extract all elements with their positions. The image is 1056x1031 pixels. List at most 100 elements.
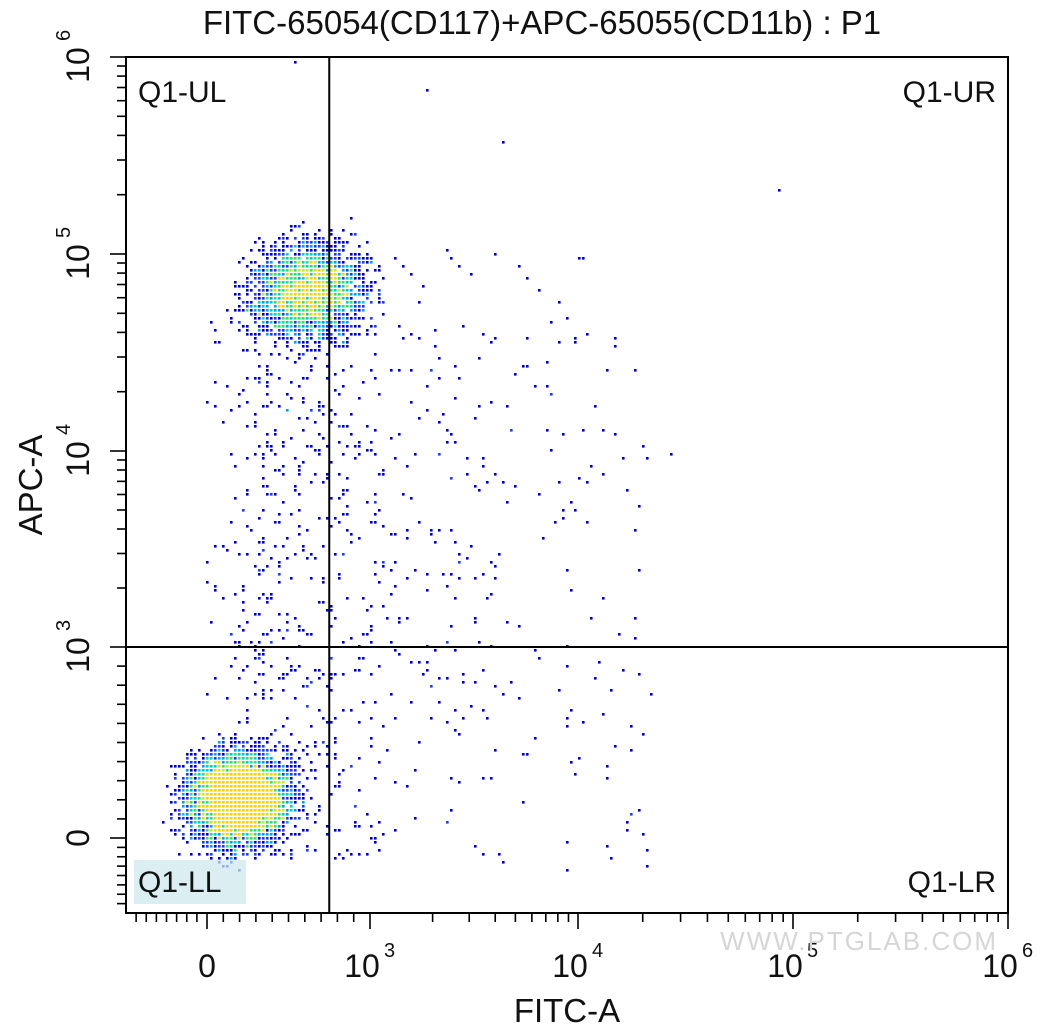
event-dot: [282, 261, 285, 264]
event-dot: [210, 813, 213, 816]
event-dot: [186, 793, 189, 796]
event-dot: [330, 297, 333, 300]
event-dot: [346, 477, 349, 480]
event-dot: [586, 521, 589, 524]
event-dot: [354, 257, 357, 260]
event-dot: [346, 329, 349, 332]
event-dot: [262, 837, 265, 840]
event-dot: [254, 317, 257, 320]
event-dot: [398, 369, 401, 372]
event-dot: [282, 749, 285, 752]
event-dot: [286, 313, 289, 316]
event-dot: [526, 277, 529, 280]
event-dot: [330, 273, 333, 276]
event-dot: [294, 261, 297, 264]
event-dot: [350, 637, 353, 640]
q1-ll-label-background: [134, 860, 246, 904]
event-dot: [334, 289, 337, 292]
event-dot: [238, 845, 241, 848]
event-dot: [326, 281, 329, 284]
event-dot: [274, 729, 277, 732]
event-dot: [606, 777, 609, 780]
event-dot: [194, 789, 197, 792]
event-dot: [266, 769, 269, 772]
event-dot: [546, 361, 549, 364]
event-dot: [314, 309, 317, 312]
event-dot: [566, 725, 569, 728]
event-dot: [290, 325, 293, 328]
event-dot: [278, 337, 281, 340]
event-dot: [334, 237, 337, 240]
event-dot: [218, 817, 221, 820]
x-tick-exponent: 4: [592, 940, 603, 962]
event-dot: [286, 281, 289, 284]
event-dot: [358, 289, 361, 292]
event-dot: [226, 697, 229, 700]
event-dot: [270, 761, 273, 764]
event-dot: [218, 741, 221, 744]
event-dot: [574, 509, 577, 512]
event-dot: [310, 349, 313, 352]
event-dot: [214, 765, 217, 768]
event-dot: [246, 493, 249, 496]
event-dot: [218, 857, 221, 860]
event-dot: [318, 805, 321, 808]
event-dot: [362, 281, 365, 284]
event-dot: [258, 249, 261, 252]
event-dot: [254, 421, 257, 424]
event-dot: [262, 569, 265, 572]
event-dot: [270, 493, 273, 496]
event-dot: [254, 333, 257, 336]
event-dot: [282, 785, 285, 788]
event-dot: [230, 737, 233, 740]
event-dot: [214, 817, 217, 820]
event-dot: [234, 657, 237, 660]
event-dot: [258, 825, 261, 828]
event-dot: [186, 761, 189, 764]
event-dot: [198, 813, 201, 816]
event-dot: [210, 853, 213, 856]
event-dot: [278, 325, 281, 328]
event-dot: [334, 317, 337, 320]
event-dot: [278, 521, 281, 524]
event-dot: [270, 785, 273, 788]
event-dot: [298, 469, 301, 472]
event-dot: [190, 801, 193, 804]
event-dot: [262, 289, 265, 292]
event-dot: [298, 789, 301, 792]
event-dot: [574, 337, 577, 340]
event-dot: [266, 369, 269, 372]
event-dot: [262, 773, 265, 776]
event-dot: [290, 785, 293, 788]
event-dot: [282, 321, 285, 324]
event-dot: [266, 765, 269, 768]
event-dot: [242, 749, 245, 752]
event-dot: [418, 741, 421, 744]
event-dot: [502, 481, 505, 484]
event-dot: [474, 417, 477, 420]
event-dot: [182, 805, 185, 808]
event-dot: [418, 301, 421, 304]
event-dot: [330, 337, 333, 340]
event-dot: [334, 257, 337, 260]
event-dot: [306, 261, 309, 264]
event-dot: [302, 325, 305, 328]
event-dot: [242, 257, 245, 260]
event-dot: [230, 793, 233, 796]
event-dot: [362, 273, 365, 276]
event-dot: [338, 573, 341, 576]
event-dot: [246, 809, 249, 812]
event-dot: [202, 773, 205, 776]
event-dot: [282, 313, 285, 316]
event-dot: [242, 589, 245, 592]
event-dot: [594, 405, 597, 408]
event-dot: [302, 769, 305, 772]
event-dot: [274, 785, 277, 788]
event-dot: [262, 281, 265, 284]
event-dot: [398, 433, 401, 436]
event-dot: [250, 789, 253, 792]
event-dot: [566, 717, 569, 720]
event-dot: [454, 541, 457, 544]
event-dot: [322, 673, 325, 676]
event-dot: [258, 269, 261, 272]
